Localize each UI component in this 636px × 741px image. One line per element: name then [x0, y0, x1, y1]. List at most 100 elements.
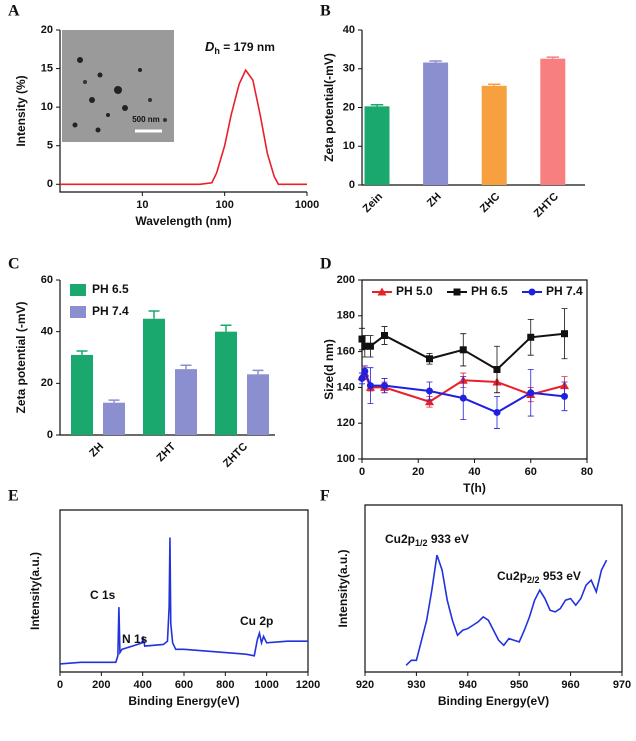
axis — [364, 504, 623, 673]
y-tick-label: 20 — [343, 101, 355, 113]
legend-marker — [528, 288, 536, 296]
error-bar — [429, 60, 442, 63]
x-tick-label: 60 — [525, 466, 537, 478]
x-tick-label: ZH — [87, 441, 106, 460]
x-tick-label: 200 — [92, 679, 110, 691]
point — [527, 333, 535, 341]
x-axis-title: Wavelength (nm) — [135, 214, 231, 228]
bar — [71, 354, 93, 435]
x-tick-label: 10 — [136, 199, 148, 211]
annotation-part: Cu2p — [497, 569, 527, 583]
panel-label: C — [8, 256, 20, 273]
point — [493, 408, 501, 416]
annotation: Cu2p1/2 933 eV — [385, 532, 469, 548]
annotation-part: 1/2 — [415, 538, 428, 548]
bar — [103, 402, 125, 435]
legend-label: PH 6.5 — [92, 282, 129, 296]
x-tick-label: 1000 — [254, 679, 278, 691]
x-tick-label: 400 — [133, 679, 151, 691]
legend-label: PH 5.0 — [396, 284, 433, 298]
point — [459, 394, 467, 402]
bar — [175, 369, 197, 435]
annotation: Cu2p2/2 953 eV — [497, 569, 581, 585]
y-tick-label: 100 — [337, 453, 355, 465]
point — [358, 335, 366, 343]
x-tick-label: 1000 — [295, 199, 319, 211]
bar — [364, 106, 390, 185]
annotation-part: h — [214, 46, 220, 56]
error-bar — [180, 364, 192, 370]
line — [405, 554, 608, 666]
annotation-part: 953 eV — [540, 569, 581, 583]
x-tick-label: 960 — [561, 679, 579, 691]
annotation-part: = 179 nm — [220, 40, 275, 54]
x-axis-title: T(h) — [463, 481, 486, 495]
point — [361, 342, 369, 350]
y-tick-label: 120 — [337, 417, 355, 429]
y-tick-label: 20 — [41, 24, 53, 36]
annotation: Dh = 179 nm — [205, 39, 275, 56]
x-tick-label: 1200 — [296, 679, 320, 691]
y-tick-label: 30 — [343, 63, 355, 75]
x-tick-label: 930 — [407, 679, 425, 691]
y-axis-title: Zeta potential (-mV) — [14, 301, 28, 413]
error-bar — [148, 310, 160, 319]
bar — [247, 374, 269, 435]
point — [527, 389, 535, 397]
annotation-part: 2/2 — [527, 575, 540, 585]
legend-label: PH 7.4 — [546, 284, 583, 298]
error-bar — [370, 104, 384, 107]
error-bar — [108, 399, 120, 403]
point — [425, 397, 434, 406]
point — [459, 346, 467, 354]
error-bar — [546, 56, 560, 59]
scale-bar-label: 500 nm — [132, 115, 160, 124]
y-tick-label: 10 — [343, 140, 355, 152]
bar — [215, 331, 237, 435]
bar — [481, 85, 507, 185]
y-tick-label: 0 — [349, 179, 355, 191]
y-tick-label: 15 — [41, 62, 53, 74]
error-bar — [76, 350, 88, 355]
x-tick-label: ZHT — [155, 440, 179, 464]
tem-inset: 500 nm — [62, 30, 174, 142]
line — [60, 68, 307, 186]
panel-label: E — [8, 488, 19, 505]
error-bar — [252, 369, 264, 375]
point — [561, 392, 568, 400]
x-tick-label: ZHTC — [532, 191, 561, 220]
point — [361, 367, 369, 375]
y-axis-title: Intensity (%) — [14, 75, 28, 146]
y-tick-label: 10 — [41, 101, 53, 113]
x-tick-label: 0 — [57, 679, 63, 691]
y-axis-title: Intensity(a.u.) — [28, 552, 42, 630]
point — [381, 331, 388, 339]
y-tick-label: 60 — [41, 274, 53, 286]
annotation: N 1s — [122, 632, 148, 646]
error-bar — [487, 83, 501, 86]
y-tick-label: 140 — [337, 381, 355, 393]
annotation-part: 933 eV — [428, 532, 469, 546]
legend-label: PH 6.5 — [471, 284, 508, 298]
x-axis-title: Binding Energy(eV) — [438, 694, 549, 708]
point — [366, 342, 374, 350]
legend-marker — [377, 287, 387, 296]
legend-label: PH 7.4 — [92, 304, 129, 318]
x-tick-label: 940 — [459, 679, 477, 691]
axis — [361, 279, 588, 460]
error-bar — [220, 324, 232, 332]
x-tick-label: ZHC — [478, 191, 503, 216]
y-tick-label: 5 — [47, 140, 53, 152]
line — [59, 537, 308, 665]
x-tick-label: 100 — [215, 199, 233, 211]
bar — [143, 318, 165, 435]
x-tick-label: 40 — [468, 466, 480, 478]
y-tick-label: 200 — [337, 274, 355, 286]
panel-label: D — [320, 256, 332, 273]
bar — [423, 62, 449, 185]
x-tick-label: 920 — [356, 679, 374, 691]
annotation-part: D — [205, 39, 215, 54]
x-tick-label: ZH — [425, 191, 444, 210]
legend-marker — [453, 288, 461, 296]
